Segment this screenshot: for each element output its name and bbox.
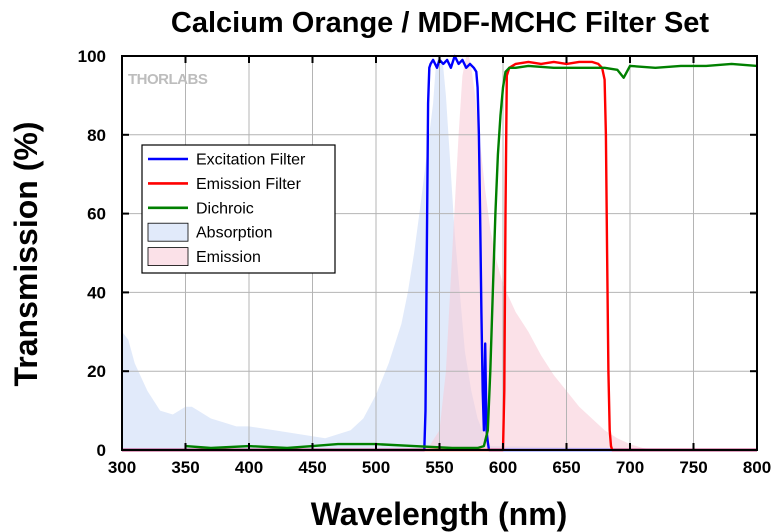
thorlabs-logo: THORLABS <box>128 71 208 88</box>
grid-layer <box>122 56 757 450</box>
x-tick-label: 650 <box>552 458 580 477</box>
x-tick-label: 350 <box>171 458 199 477</box>
legend-label-dichroic: Dichroic <box>196 200 254 217</box>
y-tick-label: 80 <box>87 126 106 145</box>
series-line-dichroic <box>185 62 758 450</box>
tick-layer: 300 350 400 450 500 550 600 650 700 750 800 0 20 40 60… <box>78 47 772 477</box>
legend-swatch-emission <box>147 247 189 267</box>
y-tick-label: 60 <box>87 205 106 224</box>
series-line-emission-filter <box>122 60 757 452</box>
y-tick-label: 100 <box>78 47 106 66</box>
line-series-layer <box>122 54 758 452</box>
series-area-emission <box>426 56 656 450</box>
chart-title: Calcium Orange / MDF-MCHC Filter Set <box>171 7 710 39</box>
legend-label-absorption: Absorption <box>196 225 273 242</box>
y-tick-label: 40 <box>87 283 106 302</box>
y-tick-label: 20 <box>87 362 106 381</box>
x-tick-label: 700 <box>616 458 644 477</box>
series-line-excitation-filter <box>122 54 757 452</box>
y-tick-label: 0 <box>97 441 106 460</box>
x-tick-label: 450 <box>298 458 326 477</box>
legend-label-emission-filter: Emission Filter <box>196 176 302 193</box>
x-tick-label: 550 <box>425 458 453 477</box>
x-tick-label: 300 <box>108 458 136 477</box>
legend-label-emission: Emission <box>196 249 261 266</box>
x-tick-label: 750 <box>679 458 707 477</box>
x-tick-label: 400 <box>235 458 263 477</box>
x-tick-label: 800 <box>743 458 771 477</box>
legend-swatch-absorption <box>147 222 189 242</box>
x-tick-label: 600 <box>489 458 517 477</box>
legend: Excitation Filter Emission Filter Dichroic… <box>141 144 336 274</box>
y-axis-label: Transmission (%) <box>8 122 44 387</box>
x-tick-label: 500 <box>362 458 390 477</box>
x-axis-label: Wavelength (nm) <box>311 496 568 532</box>
legend-label-excitation-filter: Excitation Filter <box>196 152 306 169</box>
